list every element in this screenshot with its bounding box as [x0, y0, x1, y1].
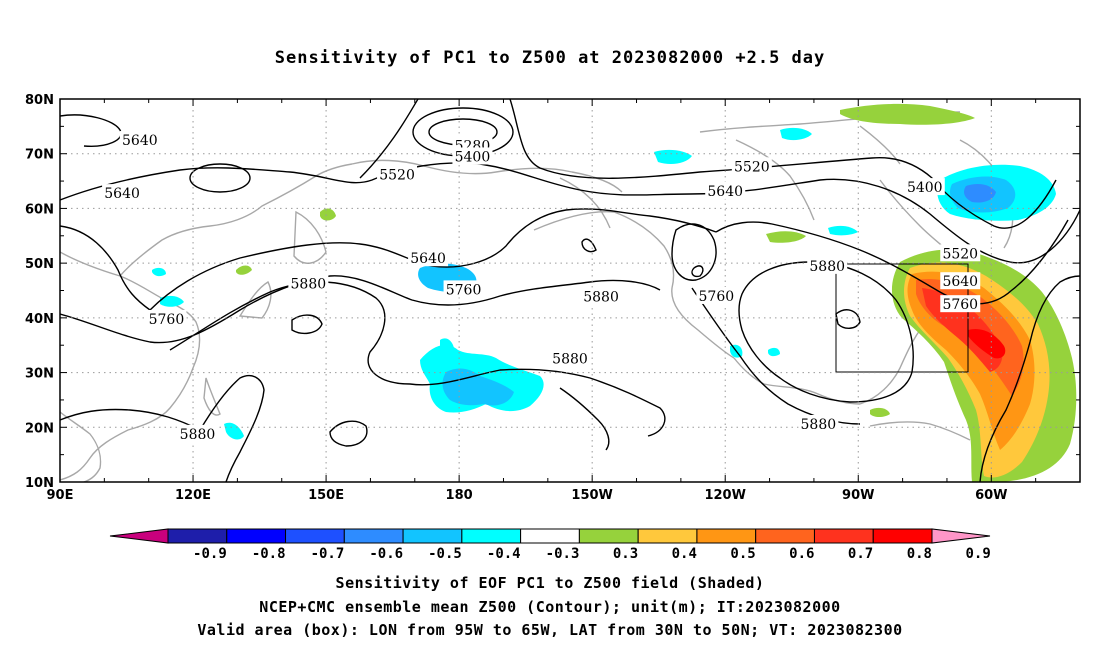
contour-label: 5640	[119, 131, 160, 149]
colorbar-high-arrow	[931, 528, 991, 544]
colorbar-swatch	[755, 528, 815, 544]
lon-tick-label: 90E	[47, 488, 74, 503]
caption-line-2: NCEP+CMC ensemble mean Z500 (Contour); u…	[259, 598, 841, 616]
lon-tick-label: 60W	[975, 488, 1007, 503]
contour-label: 5520	[377, 165, 418, 184]
colorbar-label: -0.4	[487, 546, 521, 562]
contour-label: 5640	[408, 249, 449, 267]
svg-text:5640: 5640	[122, 133, 158, 149]
colorbar-label: 0.5	[730, 546, 755, 562]
lat-tick-label: 50N	[25, 257, 54, 272]
svg-text:5520: 5520	[942, 246, 978, 262]
map-title: Sensitivity of PC1 to Z500 at 2023082000…	[274, 48, 826, 68]
colorbar-label: 0.6	[789, 546, 814, 562]
longitude-axis: 90E 120E 150E 180 150W 120W 90W 60W	[47, 488, 1008, 503]
contour-label: 5880	[177, 424, 218, 443]
contour-label: 5760	[443, 280, 484, 298]
axis-ticks	[59, 98, 1081, 483]
colorbar-swatch	[343, 528, 404, 544]
svg-text:5400: 5400	[455, 149, 491, 165]
svg-text:5880: 5880	[583, 290, 619, 306]
colorbar-low-arrow	[109, 528, 169, 544]
contour-label: 5520	[940, 244, 981, 262]
lon-tick-label: 90W	[842, 488, 874, 503]
svg-text:5880: 5880	[809, 259, 845, 275]
colorbar-swatch	[696, 528, 757, 544]
colorbar-label: 0.9	[965, 546, 990, 562]
svg-text:5760: 5760	[446, 282, 482, 298]
contour-label: 5640	[940, 272, 981, 290]
colorbar-swatch	[578, 528, 639, 544]
z500-contours	[60, 99, 1080, 482]
colorbar-swatch	[520, 528, 580, 544]
latitude-axis: 80N 70N 60N 50N 40N 30N 20N 10N	[25, 93, 54, 491]
contour-label: 5640	[102, 184, 143, 202]
colorbar-label: -0.7	[311, 546, 345, 562]
lon-tick-label: 150E	[308, 488, 344, 503]
colorbar-swatch	[461, 528, 522, 544]
lat-tick-label: 40N	[25, 312, 54, 327]
contour-label: 5640	[705, 181, 746, 200]
contour-label: 5880	[807, 256, 848, 275]
colorbar-label: 0.3	[613, 546, 638, 562]
colorbar-swatch	[285, 528, 345, 544]
lat-tick-label: 20N	[25, 421, 54, 436]
map-gridlines	[60, 99, 1080, 482]
colorbar-label: 0.8	[907, 546, 932, 562]
lon-tick-label: 120W	[704, 488, 745, 503]
contour-label: 5880	[288, 274, 329, 292]
colorbar-swatch	[226, 528, 287, 544]
svg-text:5640: 5640	[707, 184, 743, 200]
colorbar-label: 0.4	[672, 546, 697, 562]
lat-tick-label: 60N	[25, 202, 54, 217]
svg-text:5880: 5880	[801, 417, 837, 433]
svg-text:5880: 5880	[180, 427, 216, 443]
colorbar-swatch	[402, 528, 463, 544]
colorbar-label: -0.8	[252, 546, 286, 562]
colorbar-label: -0.6	[369, 546, 403, 562]
svg-text:5760: 5760	[699, 289, 735, 305]
svg-text:5640: 5640	[942, 274, 978, 290]
contour-label: 5880	[581, 287, 622, 306]
contour-label: 5760	[696, 286, 737, 305]
colorbar-label: -0.3	[546, 546, 580, 562]
lon-tick-label: 180	[446, 488, 473, 503]
contour-label: 5760	[940, 295, 981, 313]
colorbar-swatch	[872, 528, 933, 544]
lon-tick-label: 120E	[175, 488, 211, 503]
colorbar-swatch	[637, 528, 698, 544]
svg-text:5520: 5520	[734, 159, 770, 175]
lat-tick-label: 30N	[25, 367, 54, 382]
colorbar-label: -0.5	[428, 546, 462, 562]
svg-text:5760: 5760	[942, 297, 978, 313]
lat-tick-label: 70N	[25, 148, 54, 163]
contour-label: 5760	[146, 309, 187, 328]
contour-label: 5400	[904, 178, 945, 196]
svg-text:5640: 5640	[104, 186, 140, 202]
lat-tick-label: 80N	[25, 93, 54, 108]
colorbar-swatch	[167, 528, 228, 544]
colorbar-swatch	[813, 528, 874, 544]
svg-text:5880: 5880	[291, 276, 327, 292]
caption-line-1: Sensitivity of EOF PC1 to Z500 field (Sh…	[335, 574, 765, 592]
svg-text:5400: 5400	[907, 180, 943, 196]
caption-line-3: Valid area (box): LON from 95W to 65W, L…	[197, 621, 903, 639]
colorbar-label: -0.9	[193, 546, 227, 562]
svg-text:5640: 5640	[410, 251, 446, 267]
lon-tick-label: 150W	[571, 488, 612, 503]
colorbar-label: 0.7	[848, 546, 873, 562]
contour-label: 5880	[550, 349, 590, 367]
lat-tick-label: 10N	[25, 476, 54, 491]
svg-text:5880: 5880	[552, 351, 588, 367]
svg-text:5760: 5760	[149, 312, 185, 328]
contour-label: 5400	[452, 147, 493, 165]
svg-text:5520: 5520	[379, 168, 415, 184]
contour-label: 5880	[798, 415, 839, 433]
colorbar: -0.9 -0.8 -0.7 -0.6 -0.5 -0.4 -0.3 0.3 0.4 0.5 0.6…	[109, 528, 991, 562]
contour-label: 5520	[731, 157, 772, 175]
